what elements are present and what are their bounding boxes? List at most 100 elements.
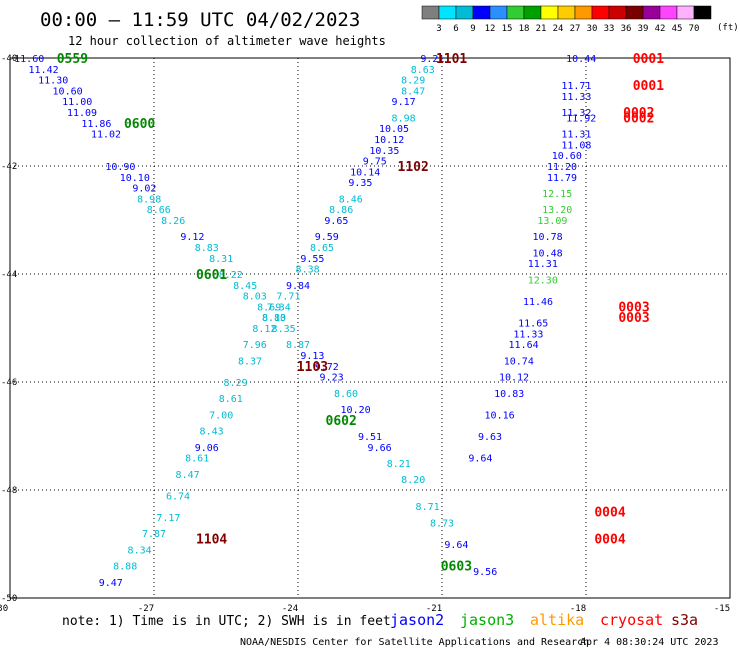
colorbar-tick-label: 9: [470, 24, 475, 34]
time-label: 0602: [326, 414, 357, 429]
wave-height-label: 9.21: [420, 54, 444, 65]
wave-height-label: 9.72: [315, 362, 339, 373]
wave-height-label: 11.31: [528, 259, 558, 270]
colorbar-swatch: [591, 5, 610, 20]
time-label: 0559: [57, 52, 88, 67]
wave-height-label: 9.02: [132, 184, 156, 195]
colorbar-swatch: [472, 5, 491, 20]
wave-height-label: 8.38: [296, 265, 320, 276]
plot-frame: [9, 57, 731, 599]
colorbar-tick-label: 12: [485, 24, 496, 34]
y-tick-label: -44: [1, 270, 17, 280]
wave-height-label: 8.83: [262, 313, 286, 324]
colorbar-swatch: [438, 5, 457, 20]
wave-height-label: 7.71: [276, 292, 300, 303]
wave-height-label: 9.64: [468, 454, 492, 465]
wave-height-label: 12.15: [542, 189, 572, 200]
colorbar-swatch: [693, 5, 712, 20]
time-label: 0600: [124, 117, 155, 132]
wave-height-label: 10.48: [533, 248, 563, 259]
wave-height-label: 10.10: [120, 173, 150, 184]
time-label: 1101: [436, 52, 467, 67]
colorbar-tick-label: 70: [689, 24, 700, 34]
x-tick-label: -18: [570, 604, 586, 614]
y-tick-label: -42: [1, 162, 17, 172]
wave-height-label: 9.12: [180, 232, 204, 243]
wave-height-label: 8.98: [137, 194, 161, 205]
wave-height-label: 8.65: [310, 243, 334, 254]
legend-entry-cryosat: cryosat: [600, 611, 663, 629]
wave-height-label: 10.14: [350, 167, 380, 178]
wave-height-label: 10.44: [566, 54, 596, 65]
wave-height-label: 11.32: [561, 108, 591, 119]
wave-height-label: 8.61: [219, 394, 243, 405]
wave-height-label: 9.65: [324, 216, 348, 227]
wave-height-label: 10.90: [105, 162, 135, 173]
colorbar-swatch: [455, 5, 474, 20]
x-tick-label: -30: [0, 604, 8, 614]
colorbar-tick-label: 39: [638, 24, 649, 34]
x-tick-label: -24: [282, 604, 298, 614]
wave-height-label: 11.02: [91, 130, 121, 141]
time-label: 0003: [618, 300, 649, 315]
colorbar-swatch: [642, 5, 661, 20]
colorbar-swatch: [557, 5, 576, 20]
wave-height-label: 11.31: [561, 130, 591, 141]
wave-height-label: 11.64: [509, 340, 539, 351]
y-tick-label: -46: [1, 378, 17, 388]
colorbar-tick-label: 45: [672, 24, 683, 34]
colorbar-tick-label: 36: [621, 24, 632, 34]
wave-height-label: 8.29: [401, 76, 425, 87]
wave-height-label: 10.35: [369, 146, 399, 157]
wave-height-label: 7.00: [209, 410, 233, 421]
colorbar-tick-label: 6: [453, 24, 458, 34]
wave-height-label: 11.33: [561, 92, 591, 103]
wave-height-label: 10.60: [53, 86, 83, 97]
wave-height-label: 8.98: [392, 113, 416, 124]
wave-height-label: 8.26: [161, 216, 185, 227]
wave-height-label: 11.71: [561, 81, 591, 92]
colorbar-swatch: [489, 5, 508, 20]
wave-height-label: 11.65: [518, 319, 548, 330]
wave-height-label: 8.69: [257, 302, 281, 313]
wave-height-label: 12.30: [528, 275, 558, 286]
colorbar-swatch: [506, 5, 525, 20]
wave-height-label: 11.30: [38, 76, 68, 87]
x-tick-label: -27: [138, 604, 154, 614]
wave-height-label: 11.20: [547, 162, 577, 173]
wave-height-label: 9.35: [348, 178, 372, 189]
wave-height-label: 8.71: [416, 502, 440, 513]
wave-height-label: 10.60: [552, 151, 582, 162]
wave-height-label: 8.21: [387, 459, 411, 470]
wave-height-label: 8.29: [224, 378, 248, 389]
time-label: 0001: [633, 52, 664, 67]
legend-entry-s3a: s3a: [671, 611, 698, 629]
wave-height-label: 10.78: [533, 232, 563, 243]
time-label: 0002: [623, 106, 654, 121]
wave-height-label: 9.66: [368, 443, 392, 454]
wave-height-label: 8.60: [334, 389, 358, 400]
wave-height-label: 8.31: [209, 254, 233, 265]
wave-height-label: 10.83: [494, 389, 524, 400]
footer-timestamp: Apr 4 08:30:24 UTC 2023: [580, 637, 718, 648]
wave-height-label: 7.34: [267, 302, 291, 313]
wave-height-label: 9.55: [300, 254, 324, 265]
wave-height-label: 10.12: [499, 373, 529, 384]
axis-ticks: -30 -27 -24 -21 -18 -15 -40 -42 -44 -46 -48 -50: [0, 54, 730, 614]
time-label: 1103: [297, 360, 328, 375]
time-label: 0601: [196, 268, 227, 283]
chart-subtitle: 12 hour collection of altimeter wave hei…: [68, 34, 386, 48]
time-labels: 0559 0600 0601 0602 0603 1101 1102 1103 1104 0001…: [57, 52, 664, 575]
colorbar-tick-label: 42: [655, 24, 666, 34]
wave-height-label: 10.12: [374, 135, 404, 146]
wave-height-label: 9.63: [478, 432, 502, 443]
y-tick-label: -48: [1, 486, 17, 496]
wave-height-label: 9.17: [392, 97, 416, 108]
wave-height-label: 8.10: [262, 313, 286, 324]
satellite-legend: jason2 jason3 altika cryosat s3a: [390, 611, 698, 629]
data-points: 11.6011.4211.3010.6011.0011.0911.8611.02…: [14, 54, 596, 589]
wave-height-label: 11.46: [523, 297, 553, 308]
wave-height-label: 8.47: [401, 86, 425, 97]
colorbar-swatch: [421, 5, 440, 20]
